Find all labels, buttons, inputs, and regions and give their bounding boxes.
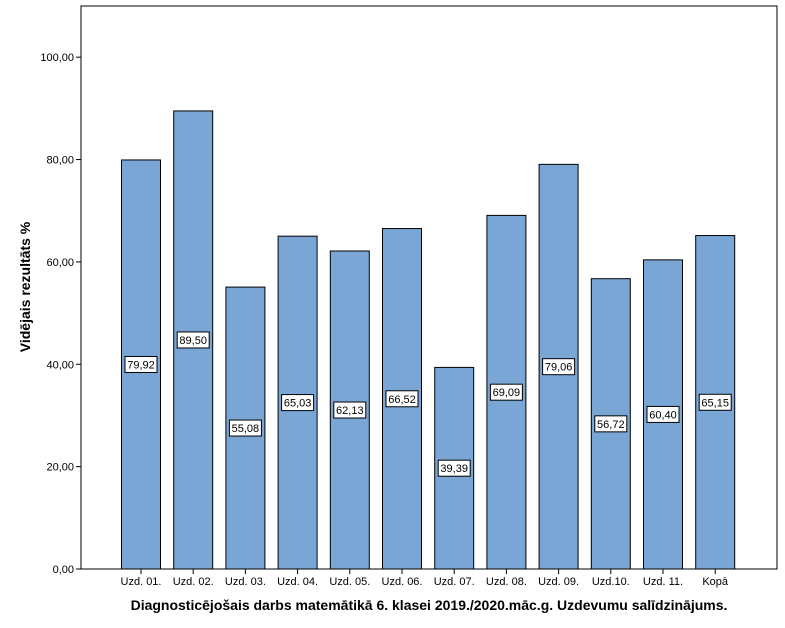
data-label-box <box>437 459 471 477</box>
data-label: 60,40 <box>649 409 677 421</box>
data-label: 89,50 <box>179 335 207 347</box>
x-tick-label: Uzd. 05. <box>329 576 370 588</box>
x-tick-label: Uzd. 01. <box>121 576 162 588</box>
y-tick-label: 80,00 <box>46 155 74 167</box>
data-label: 79,06 <box>545 362 573 374</box>
data-label-box <box>228 419 262 437</box>
data-label-box <box>176 331 210 349</box>
data-label-box <box>542 358 576 376</box>
x-tick-label: Uzd. 11. <box>643 576 683 588</box>
data-labels-group: 79,92 89,50 55,08 65,03 62,13 66,52 39,39 69,09… <box>124 331 732 477</box>
data-label-box <box>646 405 680 423</box>
y-axis-title: Vidējais rezultāts % <box>17 221 33 352</box>
x-axis: Uzd. 01. Uzd. 02. Uzd. 03. Uzd. 04. Uzd. 05.… <box>121 569 729 588</box>
x-tick-label: Uzd. 06. <box>382 576 423 588</box>
y-tick-label: 60,00 <box>46 257 74 269</box>
data-label: 65,15 <box>701 397 729 409</box>
y-axis: 0,00 20,00 40,00 60,00 80,00 100,00 <box>40 52 81 576</box>
y-tick-label: 0,00 <box>53 564 74 576</box>
data-label-box <box>698 393 732 411</box>
y-tick-label: 100,00 <box>40 52 74 64</box>
data-label-box <box>124 355 158 373</box>
data-label: 79,92 <box>127 359 155 371</box>
data-label-box <box>489 383 523 401</box>
data-label-box <box>333 401 367 419</box>
y-tick-label: 20,00 <box>46 462 74 474</box>
x-tick-label: Uzd. 09. <box>538 576 579 588</box>
x-tick-label: Kopā <box>702 576 729 588</box>
data-label: 62,13 <box>336 405 364 417</box>
y-tick-label: 40,00 <box>46 359 74 371</box>
x-tick-label: Uzd. 03. <box>225 576 266 588</box>
data-label-box <box>281 394 315 412</box>
data-label: 65,03 <box>284 398 312 410</box>
data-label: 56,72 <box>597 419 625 431</box>
data-label-box <box>385 390 419 408</box>
data-label: 69,09 <box>493 387 521 399</box>
x-tick-label: Uzd. 08. <box>486 576 527 588</box>
data-label: 55,08 <box>232 423 260 435</box>
x-tick-label: Uzd. 07. <box>434 576 475 588</box>
x-tick-label: Uzd.10. <box>592 576 630 588</box>
data-label: 39,39 <box>440 463 468 475</box>
x-axis-title: Diagnosticējošais darbs matemātikā 6. kl… <box>131 597 728 613</box>
x-tick-label: Uzd. 04. <box>277 576 318 588</box>
x-tick-label: Uzd. 02. <box>173 576 214 588</box>
data-label-box <box>594 415 628 433</box>
data-label: 66,52 <box>388 394 416 406</box>
